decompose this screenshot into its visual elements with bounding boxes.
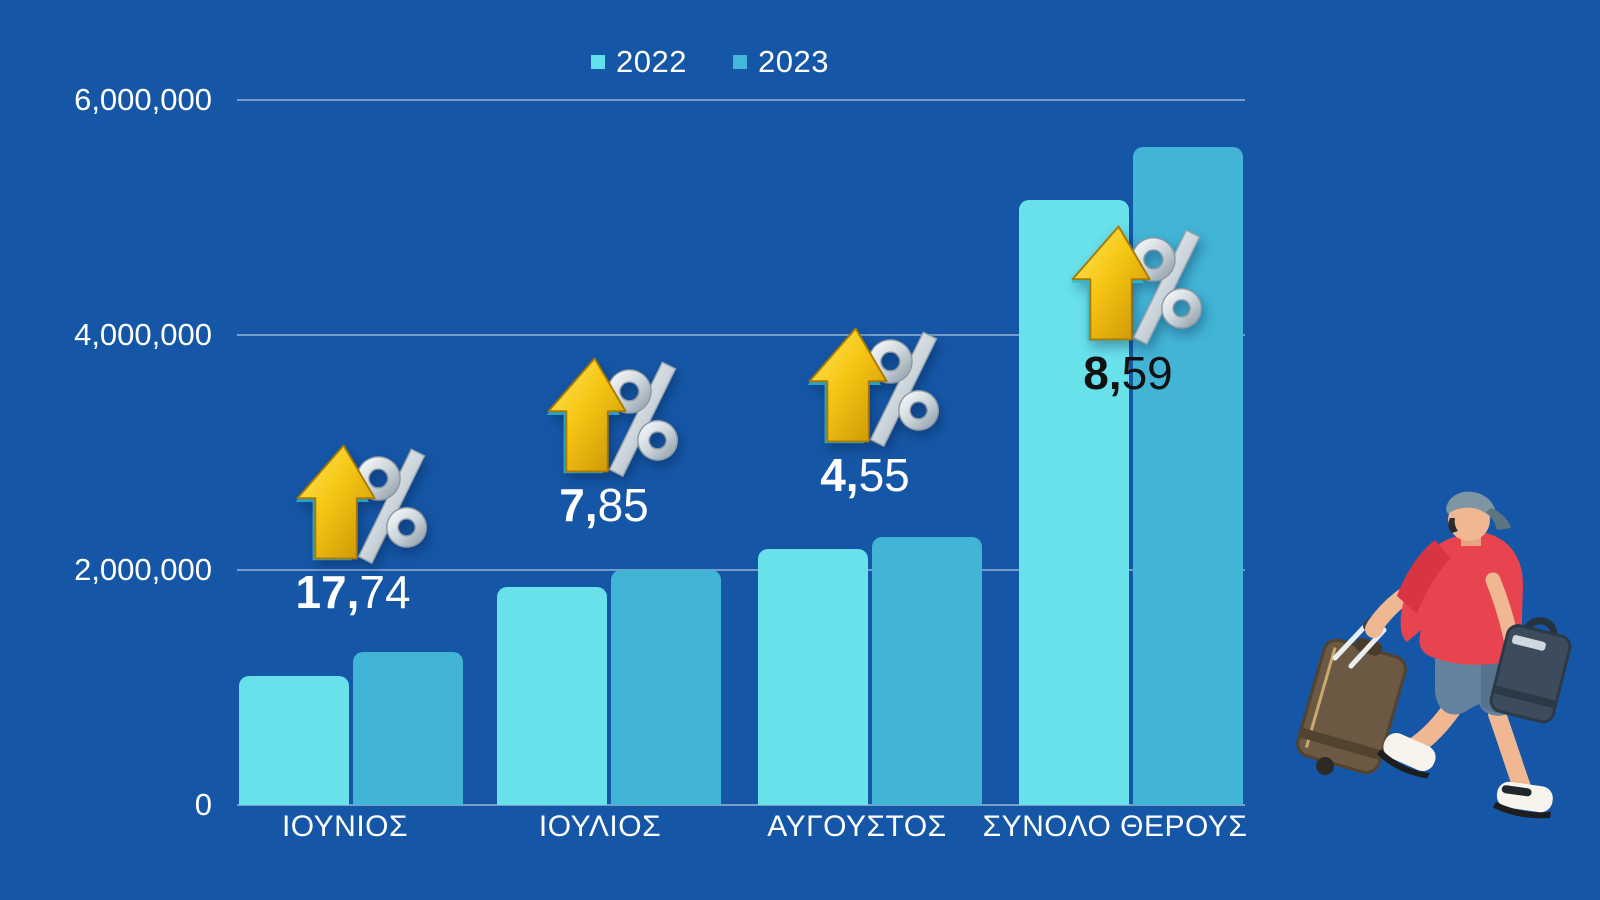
legend-item-2023: 2023 [733, 44, 829, 80]
briefcase-icon [1489, 617, 1572, 724]
legend-swatch-icon [733, 55, 747, 69]
pct-change-label: 4,55 [820, 449, 910, 501]
suitcase-wheel-icon [1316, 757, 1334, 775]
arrow-up-icon [547, 357, 627, 473]
bar-2022-ΙΟΥΛΙΟΣ [497, 587, 607, 805]
legend-label: 2022 [616, 44, 687, 79]
traveler-shoe-left-icon [1376, 733, 1436, 779]
x-axis-label: ΑΥΓΟΥΣΤΟΣ [767, 810, 947, 843]
y-axis-tick-label: 4,000,000 [74, 317, 212, 352]
increase-annotation: 4,55 [770, 321, 960, 500]
traveler-shoe-right-icon [1493, 781, 1553, 819]
y-axis-tick-label: 0 [194, 787, 212, 822]
legend: 2022 2023 [0, 44, 1420, 80]
increase-arrow-percent-icon [546, 357, 679, 478]
percent-bottom-ring [637, 419, 679, 461]
bar-2022-ΑΥΓΟΥΣΤΟΣ [758, 548, 868, 805]
gridline [237, 99, 1245, 101]
arrow-up-icon [1071, 225, 1151, 341]
percent-bottom-ring [898, 389, 940, 431]
y-axis-tick-label: 2,000,000 [74, 552, 212, 587]
increase-annotation: 17,74 [258, 438, 448, 617]
bar-2023-ΑΥΓΟΥΣΤΟΣ [872, 537, 982, 805]
legend-item-2022: 2022 [591, 44, 687, 80]
percent-bottom-ring [386, 506, 428, 548]
traveler-cap-icon [1446, 491, 1496, 518]
legend-swatch-icon [591, 55, 606, 69]
traveler-illustration [1296, 491, 1572, 819]
arrow-up-icon [808, 327, 888, 443]
pct-change-label: 8,59 [1083, 347, 1173, 399]
bar-2022-ΙΟΥΝΙΟΣ [239, 675, 349, 805]
traveler-cap-brim-icon [1486, 508, 1511, 530]
increase-arrow-percent-icon [807, 327, 940, 448]
x-axis-label: ΣΥΝΟΛΟ ΘΕΡΟΥΣ [982, 810, 1248, 843]
arrow-up-icon [296, 444, 376, 560]
gridline [237, 334, 1245, 336]
y-axis-tick-label: 6,000,000 [74, 82, 212, 117]
rolling-suitcase-icon [1296, 637, 1407, 775]
increase-arrow-percent-icon [1070, 225, 1203, 346]
legend-label: 2023 [758, 44, 829, 79]
increase-arrow-percent-icon [295, 444, 428, 565]
x-axis-label: ΙΟΥΛΙΟΣ [538, 810, 662, 843]
bar-2023-ΙΟΥΝΙΟΣ [353, 652, 463, 805]
gridline [237, 569, 1245, 571]
gridline [237, 804, 1245, 806]
increase-annotation: 7,85 [509, 351, 699, 530]
percent-bottom-ring [1161, 287, 1203, 329]
increase-annotation: 8,59 [1033, 219, 1223, 398]
x-axis-label: ΙΟΥΝΙΟΣ [281, 810, 409, 843]
pct-change-label: 17,74 [295, 566, 411, 618]
traveler-back-leg [1488, 705, 1532, 799]
bar-2023-ΙΟΥΛΙΟΣ [611, 570, 721, 805]
pct-change-label: 7,85 [559, 479, 649, 531]
